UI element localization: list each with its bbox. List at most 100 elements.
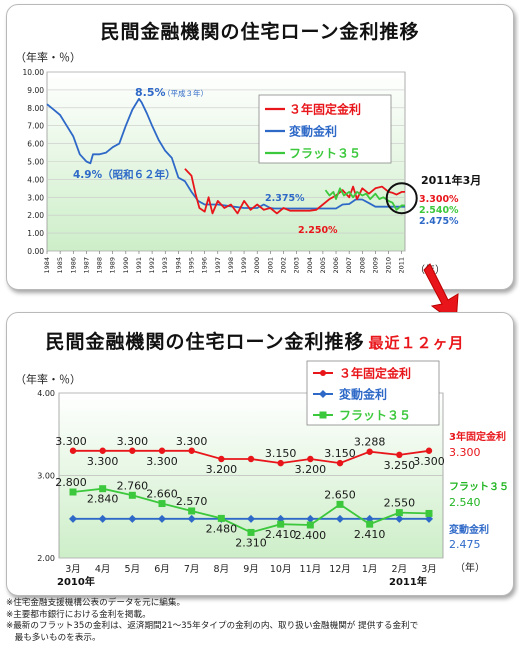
- x-axis-unit: （年）: [455, 561, 485, 574]
- data-label: 2.550: [384, 497, 416, 510]
- x-tick-label: 1991: [135, 257, 143, 274]
- annotation-2540: 2.540%: [419, 205, 459, 216]
- x-tick-label: 2009: [371, 257, 379, 274]
- footnote-3: ※最新のフラット35の金利は、返済期間21～35年タイプの金利の内、取り扱い金融…: [6, 621, 419, 631]
- data-point: [158, 514, 166, 523]
- x-tick-label: 1997: [214, 257, 222, 274]
- data-label: 2.570: [176, 495, 208, 508]
- x-tick-label: 2003: [293, 257, 301, 274]
- data-label: 2.410: [265, 528, 297, 541]
- y-tick-label: 7.00: [27, 122, 44, 131]
- x-tick-label: 1984: [43, 257, 51, 274]
- y-tick-label: 6.00: [27, 140, 44, 149]
- y-tick-label: 2.00: [37, 554, 55, 563]
- data-label: 3.300: [413, 455, 445, 468]
- x-tick-label: 1999: [240, 257, 248, 274]
- legend-label: 変動金利: [339, 387, 387, 402]
- data-point: [247, 455, 255, 463]
- data-point: [396, 451, 403, 459]
- recent-12-months-panel: 民間金融機関の住宅ローン金利推移 最近１２ヶ月 （年率・％） 4.00 3.00 2.0…: [6, 312, 514, 596]
- x-tick-label: 7月: [184, 564, 200, 575]
- data-label: 3.200: [206, 463, 238, 476]
- series-line: [46, 97, 405, 210]
- data-label: 3.300: [117, 435, 149, 448]
- data-point: [247, 514, 255, 523]
- x-tick-label: 9月: [243, 564, 259, 575]
- long-term-chart: （年率・％） 10.00 9.00 8.00 7.00 6.00 5.00 4.00 3.00 2…: [15, 50, 481, 276]
- data-label: 3.200: [295, 463, 327, 476]
- year-end-label: 2011年: [389, 575, 427, 588]
- data-point: [158, 500, 166, 508]
- legend-marker: [320, 370, 326, 376]
- legend-box: [258, 94, 392, 164]
- footnote-1: ※住宅金融支援機構公表のデータを元に編集。: [6, 598, 186, 608]
- data-label: 3.300: [146, 455, 178, 468]
- data-point: [128, 514, 137, 523]
- data-point: [277, 520, 285, 528]
- x-tick-label: 10月: [270, 564, 292, 575]
- x-tick-label: 2000: [253, 257, 261, 274]
- data-point: [69, 447, 77, 454]
- y-axis-unit: （年率・％）: [15, 372, 81, 386]
- x-tick-label: 2007: [345, 257, 353, 274]
- series-line: [324, 187, 406, 211]
- data-label: 2.840: [87, 493, 119, 506]
- data-label: 2.660: [146, 488, 178, 501]
- recent-chart: （年率・％） 4.00 3.00 2.00 3月 4月 5月 6月 7月 8月 9月 10月 11月 12…: [15, 360, 509, 588]
- x-tick-label: 2002: [279, 257, 287, 274]
- data-label: 3.250: [384, 459, 416, 472]
- end-label-flat-name: フラット３５: [449, 481, 509, 493]
- data-point: [366, 448, 373, 455]
- legend-label: ３年固定金利: [289, 102, 361, 117]
- footnote-4: 最も多いものを表示。: [6, 632, 101, 643]
- end-label-var-value: 2.475: [449, 538, 481, 551]
- data-point: [98, 514, 107, 523]
- y-tick-label: 0.00: [27, 247, 44, 256]
- x-tick-label: 1月: [362, 564, 378, 575]
- y-tick-label: 4.00: [27, 175, 44, 184]
- data-point: [395, 509, 403, 517]
- x-tick-label: 1998: [227, 257, 235, 274]
- data-point: [366, 520, 374, 528]
- y-tick-label: 8.00: [27, 104, 44, 113]
- x-tick-label: 2006: [332, 257, 340, 274]
- x-tick-label: 1990: [122, 257, 130, 274]
- annotation-date: 2011年3月: [421, 173, 481, 187]
- data-point: [336, 500, 344, 508]
- y-tick-label: 3.00: [27, 193, 44, 202]
- data-point: [188, 507, 196, 515]
- data-point: [69, 488, 77, 496]
- y-tick-label: 1.00: [27, 229, 44, 238]
- y-tick-label: 3.00: [37, 472, 55, 481]
- end-label-var-name: 変動金利: [449, 523, 489, 536]
- data-point: [395, 514, 404, 523]
- y-tick-label: 2.00: [27, 211, 44, 220]
- legend-marker: [319, 411, 327, 419]
- y-tick-label: 5.00: [27, 158, 44, 167]
- data-label: 2.760: [117, 479, 149, 492]
- long-term-chart-panel: 民間金融機関の住宅ローン金利推移 （年率・％） 10.00 9.00 8.00 7.00…: [6, 4, 514, 290]
- data-point: [307, 455, 314, 463]
- year-start-label: 2010年: [57, 575, 95, 588]
- data-label: 3.300: [55, 435, 87, 448]
- top-chart-title: 民間金融機関の住宅ローン金利推移: [100, 21, 420, 43]
- data-label: 2.480: [206, 522, 238, 535]
- data-point: [99, 447, 106, 454]
- data-point: [129, 447, 136, 454]
- data-label: 3.150: [265, 447, 297, 460]
- y-tick-label: 10.00: [23, 68, 45, 77]
- data-label: 2.800: [55, 476, 87, 489]
- data-point: [277, 459, 284, 467]
- y-axis-unit: （年率・％）: [15, 50, 81, 64]
- data-point: [187, 514, 196, 523]
- annotation-2375: 2.375%: [265, 193, 305, 204]
- data-point: [188, 447, 195, 454]
- x-tick-label: 8月: [214, 564, 230, 575]
- annotation-peak-note: （平成３年）: [163, 88, 208, 98]
- highlight-circle: [385, 182, 418, 215]
- legend-label: フラット３５: [289, 147, 361, 161]
- data-label: 3.300: [87, 455, 119, 468]
- annotation-peak: 8.5%: [135, 86, 166, 99]
- data-point: [99, 485, 107, 493]
